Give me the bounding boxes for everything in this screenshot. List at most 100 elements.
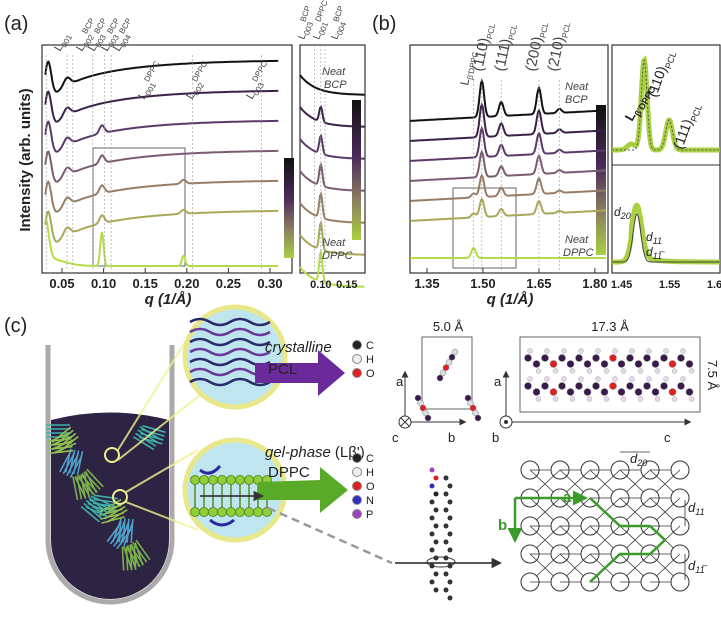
peak-label: (111)PCL <box>670 100 704 152</box>
atom <box>448 532 453 537</box>
atom-name: C <box>366 340 374 352</box>
atom <box>618 389 625 396</box>
label-sub: PCL <box>538 21 550 39</box>
curve <box>410 199 606 221</box>
atom <box>434 492 439 497</box>
atom-name: O <box>366 368 375 380</box>
atom <box>430 468 435 473</box>
atom <box>553 369 558 374</box>
ticks: 1.451.551.65 <box>611 279 721 291</box>
atom <box>562 349 567 354</box>
atom <box>652 361 659 368</box>
atom <box>610 383 617 390</box>
atom <box>542 383 549 390</box>
atom <box>525 355 532 362</box>
atom-dot <box>353 369 362 378</box>
sample-label: BCP <box>324 79 347 91</box>
curve <box>45 180 278 212</box>
x-tick-label: 0.10 <box>91 276 116 291</box>
molecule <box>427 468 455 601</box>
curves <box>612 60 720 262</box>
label-sub: PCL <box>689 103 704 123</box>
atom <box>545 377 550 382</box>
molecules <box>415 349 481 421</box>
peak-labels: L001L002BCPL003BCPL003BCPL004BCPL001DPPC… <box>46 17 276 270</box>
lipid-head <box>209 508 218 517</box>
atom-name: H <box>366 354 374 366</box>
atom <box>604 369 609 374</box>
lipid-head <box>200 508 209 517</box>
atom <box>664 349 669 354</box>
x-tick-label: 1.65 <box>707 279 721 291</box>
atom <box>448 516 453 521</box>
y-axis-label: Intensity (arb. units) <box>17 88 34 231</box>
gradient-bar <box>596 105 606 255</box>
atom <box>678 383 685 390</box>
atom <box>434 508 439 513</box>
atom <box>630 377 635 382</box>
atom <box>444 572 449 577</box>
atom <box>669 389 676 396</box>
atom <box>542 355 549 362</box>
atom <box>475 415 481 421</box>
atom <box>570 397 575 402</box>
sample-label: DPPC <box>322 250 353 262</box>
panel-label: (c) <box>4 315 27 337</box>
x-tick-label: 0.05 <box>49 276 74 291</box>
d-label: d11 <box>688 500 705 517</box>
atom <box>430 516 435 521</box>
d-label: d11̅ <box>688 558 708 575</box>
atom <box>452 349 458 355</box>
label-sup: BCP <box>332 5 346 24</box>
label-text: (111) <box>491 37 514 73</box>
atom <box>652 389 659 396</box>
atom <box>550 389 557 396</box>
atom <box>448 500 453 505</box>
label-sub: 001 <box>60 33 75 50</box>
atom <box>604 397 609 402</box>
lattice-node <box>671 573 689 591</box>
atom <box>562 377 567 382</box>
atom-name: P <box>366 509 373 521</box>
label-sub: 002 <box>192 81 207 98</box>
atom <box>434 476 439 481</box>
lipid-head <box>191 476 200 485</box>
axis-name: a <box>396 374 404 389</box>
label-sup: DPPC <box>142 59 161 83</box>
d-label: d11 <box>646 230 662 246</box>
atom <box>678 355 685 362</box>
atom-name: N <box>366 495 374 507</box>
atom <box>434 572 439 577</box>
atom <box>550 361 557 368</box>
figure: (a) Intensity (arb. units) q (1/Å) 0.050… <box>0 0 721 618</box>
atom <box>681 377 686 382</box>
atom <box>528 349 533 354</box>
atom <box>448 484 453 489</box>
gradient-bar <box>352 100 361 240</box>
atom <box>536 397 541 402</box>
peak-label: L003DPPC <box>242 59 277 102</box>
atom <box>570 369 575 374</box>
curve <box>410 105 606 141</box>
label-text: (200) <box>522 35 546 73</box>
label-sub: 11 <box>695 507 704 517</box>
curve <box>45 218 278 266</box>
atom <box>444 492 449 497</box>
lattice-vector: a <box>563 489 572 506</box>
atom <box>444 524 449 529</box>
atom <box>434 524 439 529</box>
atom <box>567 389 574 396</box>
label-sub: 11̅ <box>695 565 707 575</box>
lipid-head <box>254 508 263 517</box>
x-tick-label: 0.15 <box>336 279 357 291</box>
atom <box>528 377 533 382</box>
atom-legend: CHONP <box>353 453 376 521</box>
label-text: gel-phase <box>265 444 331 461</box>
atom <box>655 369 660 374</box>
phase-label: gel-phase(Lβ') <box>265 444 365 461</box>
atom-dot <box>353 355 362 364</box>
zoom-box <box>453 188 516 268</box>
atom <box>596 377 601 382</box>
axis-name: c <box>392 430 399 445</box>
atom-name: O <box>366 481 375 493</box>
